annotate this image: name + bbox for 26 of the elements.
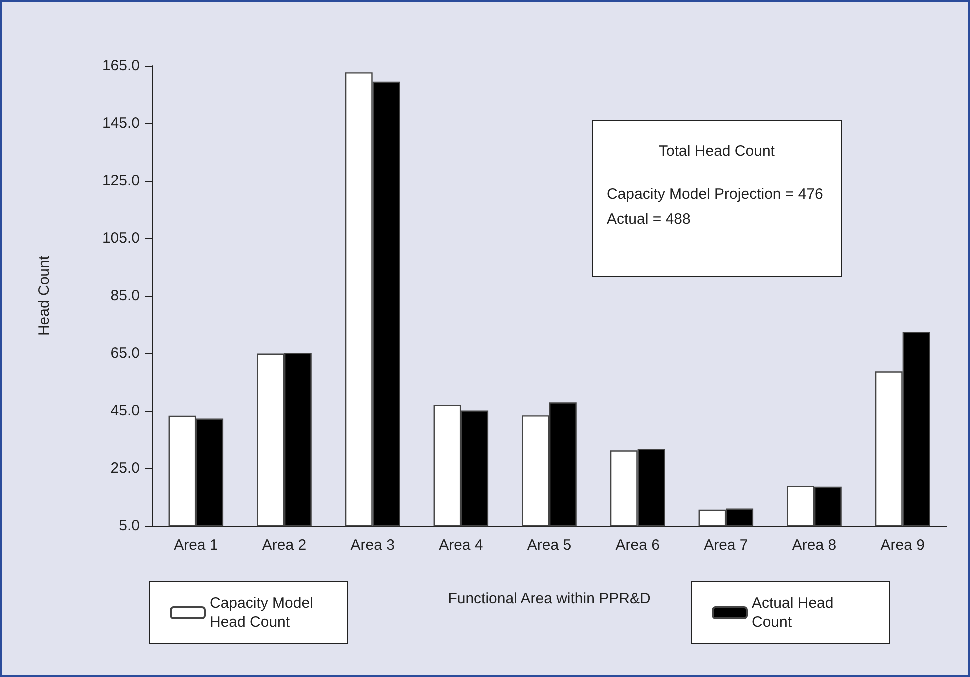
x-tick-label: Area 5: [527, 537, 572, 554]
x-tick-label: Area 2: [262, 537, 307, 554]
legend-label: Actual Head Count: [752, 595, 838, 631]
x-tick-label: Area 9: [880, 537, 925, 554]
x-tick-label: Area 4: [439, 537, 484, 554]
y-tick-label: 65.0: [110, 345, 140, 362]
y-tick-label: 5.0: [119, 518, 140, 534]
x-tick-label: Area 8: [792, 537, 837, 554]
x-axis-title: Functional Area within PPR&D: [448, 590, 651, 608]
note-box: Total Head Count Capacity Model Projection = 476 Actual = 488: [592, 120, 842, 277]
y-tick-label: 25.0: [110, 460, 140, 477]
x-tick-label: Area 7: [704, 537, 748, 554]
annotation: Total Head Count: [658, 143, 776, 160]
annotation: Actual = 488: [607, 211, 692, 228]
x-tick-label: Area 3: [350, 537, 395, 554]
y-axis-title: Head Count: [36, 255, 53, 336]
y-tick-label: 85.0: [110, 288, 140, 304]
annotation: Capacity Model Projection = 476: [607, 186, 824, 203]
y-tick-label: 125.0: [102, 172, 140, 190]
x-tick-label: Area 6: [616, 537, 660, 554]
y-tick-label: 105.0: [102, 230, 140, 247]
x-tick-label: Area 1: [174, 537, 218, 554]
y-tick-label: 145.0: [102, 115, 140, 132]
y-tick-label: 165.0: [102, 58, 140, 74]
y-tick-label: 45.0: [110, 402, 140, 420]
legend-label: Capacity Model Head Count: [210, 595, 318, 631]
